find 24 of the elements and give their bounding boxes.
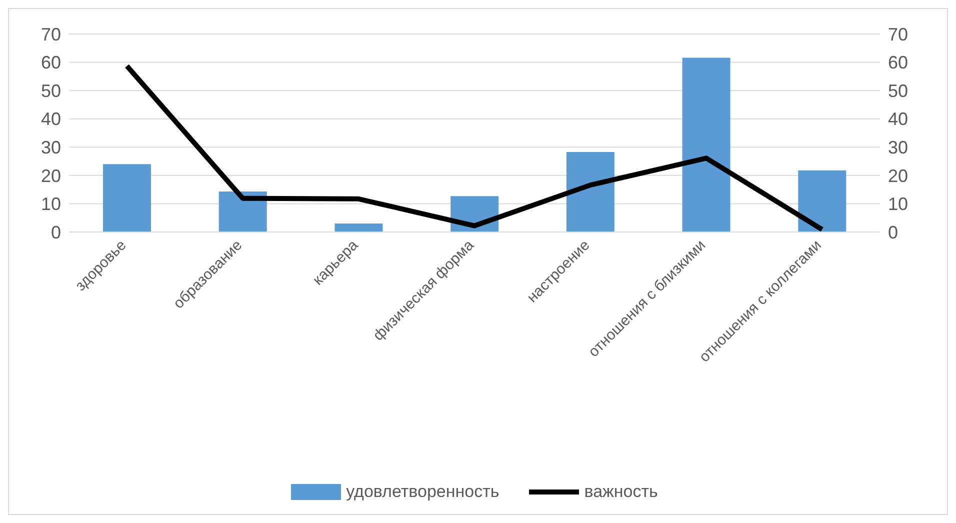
- bar: [566, 152, 614, 232]
- y2-tick-label: 50: [888, 80, 908, 101]
- legend-label: важность: [584, 482, 658, 502]
- bar: [334, 224, 383, 232]
- y-tick-label: 20: [40, 166, 61, 186]
- legend-label: удовлетворенность: [346, 482, 500, 502]
- y2-tick-label: 40: [888, 109, 908, 130]
- y-tick-label: 50: [40, 80, 61, 101]
- y2-tick-label: 20: [888, 166, 908, 186]
- bar: [103, 164, 151, 232]
- y2-tick-label: 0: [888, 222, 898, 242]
- y-tick-label: 60: [40, 52, 61, 73]
- bar: [682, 58, 730, 232]
- bar: [798, 170, 846, 232]
- bar: [218, 192, 267, 232]
- y2-tick-label: 70: [888, 24, 908, 44]
- y-tick-label: 10: [40, 194, 61, 214]
- y2-tick-label: 10: [888, 194, 908, 214]
- y-tick-label: 40: [40, 109, 61, 130]
- y2-tick-label: 60: [888, 52, 908, 73]
- y-tick-label: 30: [40, 138, 61, 158]
- y-tick-label: 0: [50, 222, 61, 242]
- y-tick-label: 70: [40, 24, 61, 44]
- y2-tick-label: 30: [888, 138, 908, 158]
